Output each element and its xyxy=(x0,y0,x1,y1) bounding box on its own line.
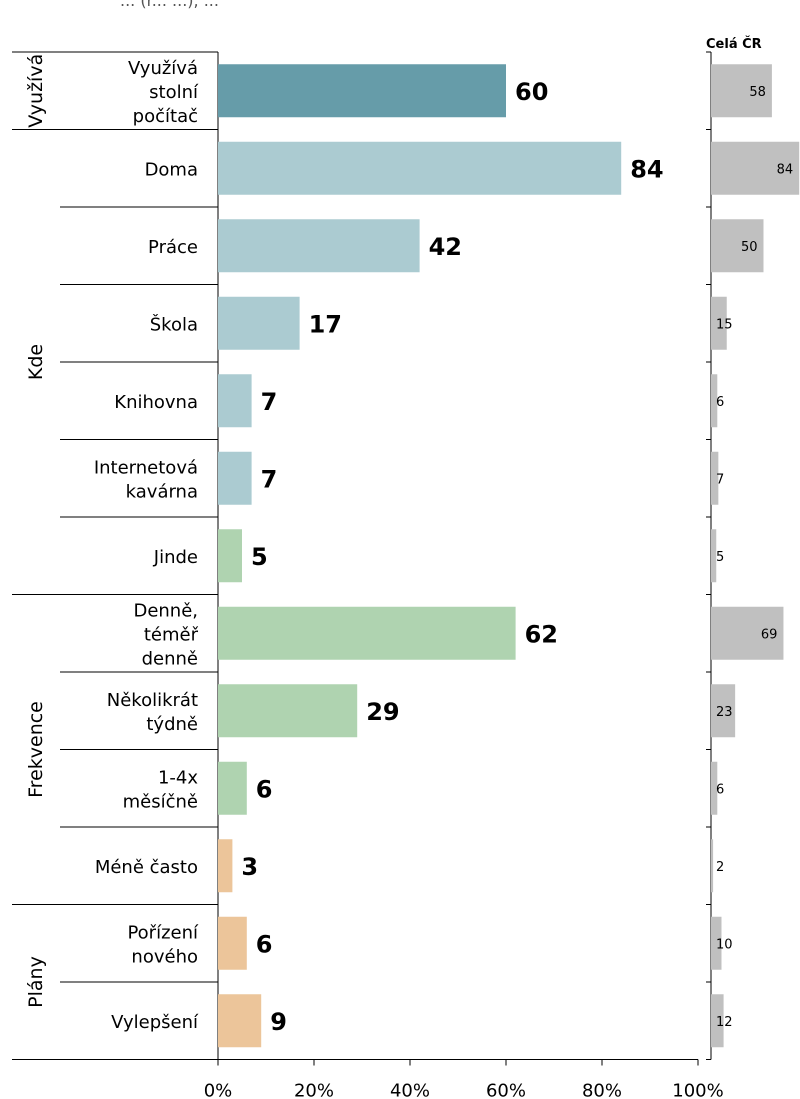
national-bars: 58 84 50 15 6 7 5 69 23 6 2 10 12 xyxy=(711,64,800,1048)
national-bar xyxy=(711,839,714,893)
national-bar xyxy=(711,219,764,273)
category-label: Internetová xyxy=(94,457,198,478)
national-value-label: 6 xyxy=(716,782,724,797)
national-value-label: 23 xyxy=(716,705,733,720)
category-label: Jinde xyxy=(153,547,198,568)
category-label: počítač xyxy=(133,106,198,127)
national-value-label: 2 xyxy=(716,860,724,875)
bar xyxy=(218,374,252,428)
national-bar xyxy=(711,994,724,1048)
national-value-label: 15 xyxy=(716,317,733,332)
main-bars: 60 84 42 17 7 7 5 62 29 6 3 6 9 xyxy=(218,64,664,1048)
national-value-label: 12 xyxy=(716,1015,733,1030)
national-bar xyxy=(711,141,800,195)
national-bar xyxy=(711,684,736,738)
bar xyxy=(218,451,252,505)
national-value-label: 84 xyxy=(777,162,794,177)
group-label: Využívá xyxy=(25,54,47,128)
bar xyxy=(218,141,622,195)
bar xyxy=(218,64,506,118)
bar xyxy=(218,916,247,970)
national-value-label: 5 xyxy=(716,550,724,565)
group-label: Plány xyxy=(25,956,47,1008)
x-tick-label: 40% xyxy=(390,1081,430,1099)
group-label: Kde xyxy=(25,344,47,380)
national-column-header: Celá ČR xyxy=(706,36,762,52)
chart-subtitle-partial: ... (r... ...), ... xyxy=(120,0,219,10)
axes-and-separators xyxy=(12,51,712,1060)
category-label: Škola xyxy=(150,313,198,335)
category-label: Využívá xyxy=(128,58,198,79)
category-label: Vylepšení xyxy=(111,1012,199,1033)
x-tick-label: 60% xyxy=(486,1081,526,1099)
bar xyxy=(218,994,262,1048)
category-label: Práce xyxy=(148,237,198,258)
national-bar xyxy=(711,529,717,583)
national-value-label: 69 xyxy=(761,627,778,642)
national-value-label: 10 xyxy=(716,937,733,952)
national-value-label: 58 xyxy=(749,85,766,100)
x-axis-ticks: 0% 20% 40% 60% 80% 100% xyxy=(204,1059,724,1099)
national-value-label: 7 xyxy=(716,472,724,487)
category-label: Pořízení xyxy=(127,922,199,943)
category-label: nového xyxy=(131,946,198,967)
national-bar xyxy=(711,761,718,815)
x-tick-label: 0% xyxy=(204,1081,233,1099)
bar xyxy=(218,684,358,738)
category-label: stolní xyxy=(149,82,199,103)
bar xyxy=(218,761,247,815)
bar-value-label: 17 xyxy=(309,310,342,338)
category-label: Méně často xyxy=(95,857,198,878)
national-value-label: 50 xyxy=(741,240,758,255)
bar-value-label: 84 xyxy=(630,155,663,183)
bar-value-label: 5 xyxy=(251,543,268,571)
category-label: téměř xyxy=(144,624,199,645)
category-label: Knihovna xyxy=(114,392,198,413)
bar-value-label: 6 xyxy=(256,775,273,803)
bar-value-label: 3 xyxy=(241,853,258,881)
category-label: týdně xyxy=(146,714,198,735)
national-bar xyxy=(711,606,784,660)
national-bar xyxy=(711,64,772,118)
category-label: Několikrát xyxy=(107,690,198,711)
category-label: Denně, xyxy=(133,600,198,621)
x-tick-label: 20% xyxy=(294,1081,334,1099)
category-label: kavárna xyxy=(126,481,198,502)
bar-value-label: 9 xyxy=(270,1008,287,1036)
bar xyxy=(218,839,233,893)
bar xyxy=(218,606,516,660)
bar-value-label: 42 xyxy=(429,233,462,261)
category-label: 1-4x xyxy=(158,767,198,788)
group-label: Frekvence xyxy=(25,701,47,798)
category-label: měsíčně xyxy=(123,791,198,812)
national-bar xyxy=(711,296,727,350)
national-bar xyxy=(711,916,722,970)
category-label: denně xyxy=(142,648,198,669)
national-bar xyxy=(711,374,718,428)
bar-value-label: 7 xyxy=(261,388,278,416)
national-value-label: 6 xyxy=(716,395,724,410)
bar xyxy=(218,529,242,583)
bar-value-label: 62 xyxy=(525,620,558,648)
x-tick-label: 80% xyxy=(582,1081,622,1099)
x-tick-label: 100% xyxy=(672,1081,723,1099)
bar-value-label: 29 xyxy=(366,698,399,726)
bar xyxy=(218,296,300,350)
bar-value-label: 60 xyxy=(515,78,548,106)
national-bar xyxy=(711,451,719,505)
bar xyxy=(218,219,420,273)
bar-value-label: 6 xyxy=(256,930,273,958)
bar-value-label: 7 xyxy=(261,465,278,493)
category-label: Doma xyxy=(145,159,198,180)
category-labels: Využívá stolní počítač Doma Práce Škola Knihov… xyxy=(25,54,199,1033)
